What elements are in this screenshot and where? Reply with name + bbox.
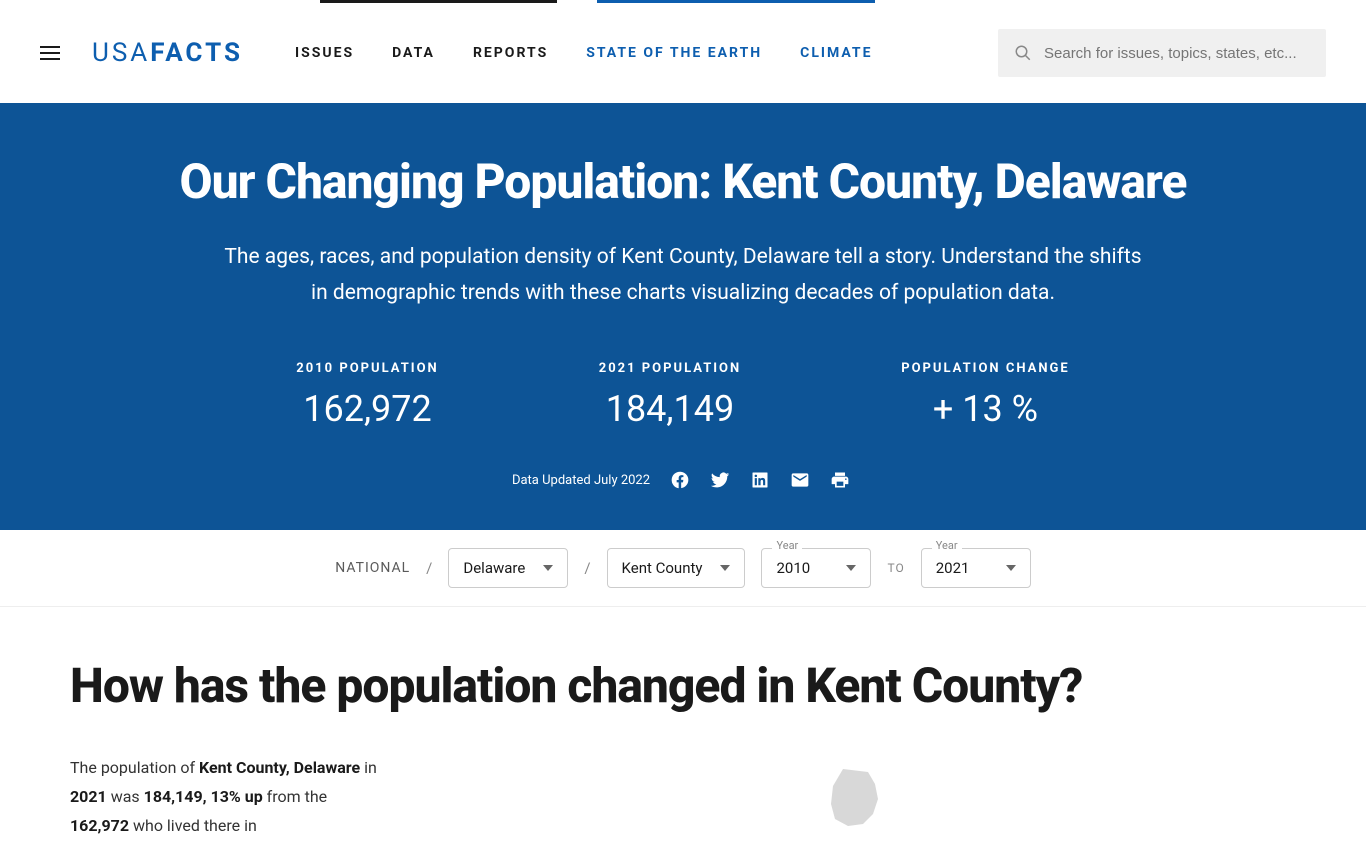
stat-label: POPULATION CHANGE <box>901 361 1070 376</box>
stat-change: POPULATION CHANGE + 13 % <box>901 361 1070 430</box>
hero-section: Our Changing Population: Kent County, De… <box>0 103 1366 530</box>
email-icon[interactable] <box>790 470 810 490</box>
stat-2010: 2010 POPULATION 162,972 <box>296 361 438 430</box>
section-title: How has the population changed in Kent C… <box>70 657 1296 714</box>
separator: / <box>584 559 590 577</box>
linkedin-icon[interactable] <box>750 470 770 490</box>
nav-data[interactable]: DATA <box>392 45 435 61</box>
stat-value: + 13 % <box>901 388 1070 430</box>
logo[interactable]: USAFACTS <box>92 38 243 68</box>
stat-value: 184,149 <box>599 388 741 430</box>
county-value: Kent County <box>622 559 703 577</box>
tab-indicator-blue <box>597 0 875 3</box>
chevron-down-icon <box>1006 565 1016 571</box>
filter-national[interactable]: NATIONAL <box>335 560 410 576</box>
year-label: Year <box>772 539 802 552</box>
print-icon[interactable] <box>830 470 850 490</box>
search-input[interactable] <box>1044 45 1310 62</box>
to-label: TO <box>887 561 904 575</box>
separator: / <box>426 559 432 577</box>
state-map-icon <box>813 764 903 834</box>
stat-label: 2010 POPULATION <box>296 361 438 376</box>
stats-row: 2010 POPULATION 162,972 2021 POPULATION … <box>40 361 1326 430</box>
year-from-value: 2010 <box>776 559 810 577</box>
year-to-dropdown[interactable]: Year 2021 <box>921 548 1031 588</box>
nav-state-of-earth[interactable]: STATE OF THE EARTH <box>586 45 762 61</box>
body-text: The population of Kent County, Delaware … <box>70 754 380 840</box>
twitter-icon[interactable] <box>710 470 730 490</box>
updated-label: Data Updated July 2022 <box>512 473 650 488</box>
chevron-down-icon <box>846 565 856 571</box>
map-area <box>420 754 1296 840</box>
stat-label: 2021 POPULATION <box>599 361 741 376</box>
state-value: Delaware <box>463 559 525 577</box>
year-from-dropdown[interactable]: Year 2010 <box>761 548 871 588</box>
state-dropdown[interactable]: Delaware <box>448 548 568 588</box>
filter-bar: NATIONAL / Delaware / Kent County Year 2… <box>0 530 1366 607</box>
page-title: Our Changing Population: Kent County, De… <box>40 153 1326 210</box>
content-section: How has the population changed in Kent C… <box>0 607 1366 840</box>
search-box[interactable] <box>998 29 1326 77</box>
chevron-down-icon <box>720 565 730 571</box>
body-row: The population of Kent County, Delaware … <box>70 754 1296 840</box>
stat-value: 162,972 <box>296 388 438 430</box>
facebook-icon[interactable] <box>670 470 690 490</box>
share-row: Data Updated July 2022 <box>40 470 1326 490</box>
tab-indicator-dark <box>320 0 557 3</box>
search-icon <box>1014 44 1032 62</box>
nav-issues[interactable]: ISSUES <box>295 45 354 61</box>
menu-button[interactable] <box>40 46 60 60</box>
chevron-down-icon <box>543 565 553 571</box>
page-subtitle: The ages, races, and population density … <box>223 240 1143 311</box>
year-to-value: 2021 <box>936 559 970 577</box>
county-dropdown[interactable]: Kent County <box>607 548 746 588</box>
main-header: USAFACTS ISSUES DATA REPORTS STATE OF TH… <box>0 3 1366 103</box>
main-nav: ISSUES DATA REPORTS STATE OF THE EARTH C… <box>295 45 872 61</box>
stat-2021: 2021 POPULATION 184,149 <box>599 361 741 430</box>
logo-light: USA <box>92 38 150 68</box>
logo-bold: FACTS <box>150 38 243 68</box>
nav-reports[interactable]: REPORTS <box>473 45 548 61</box>
nav-climate[interactable]: CLIMATE <box>800 45 872 61</box>
year-label: Year <box>932 539 962 552</box>
